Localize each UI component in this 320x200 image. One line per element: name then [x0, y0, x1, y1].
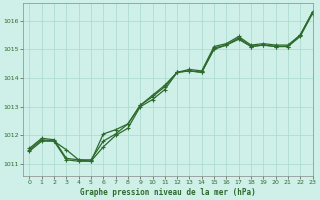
X-axis label: Graphe pression niveau de la mer (hPa): Graphe pression niveau de la mer (hPa) [80, 188, 256, 197]
